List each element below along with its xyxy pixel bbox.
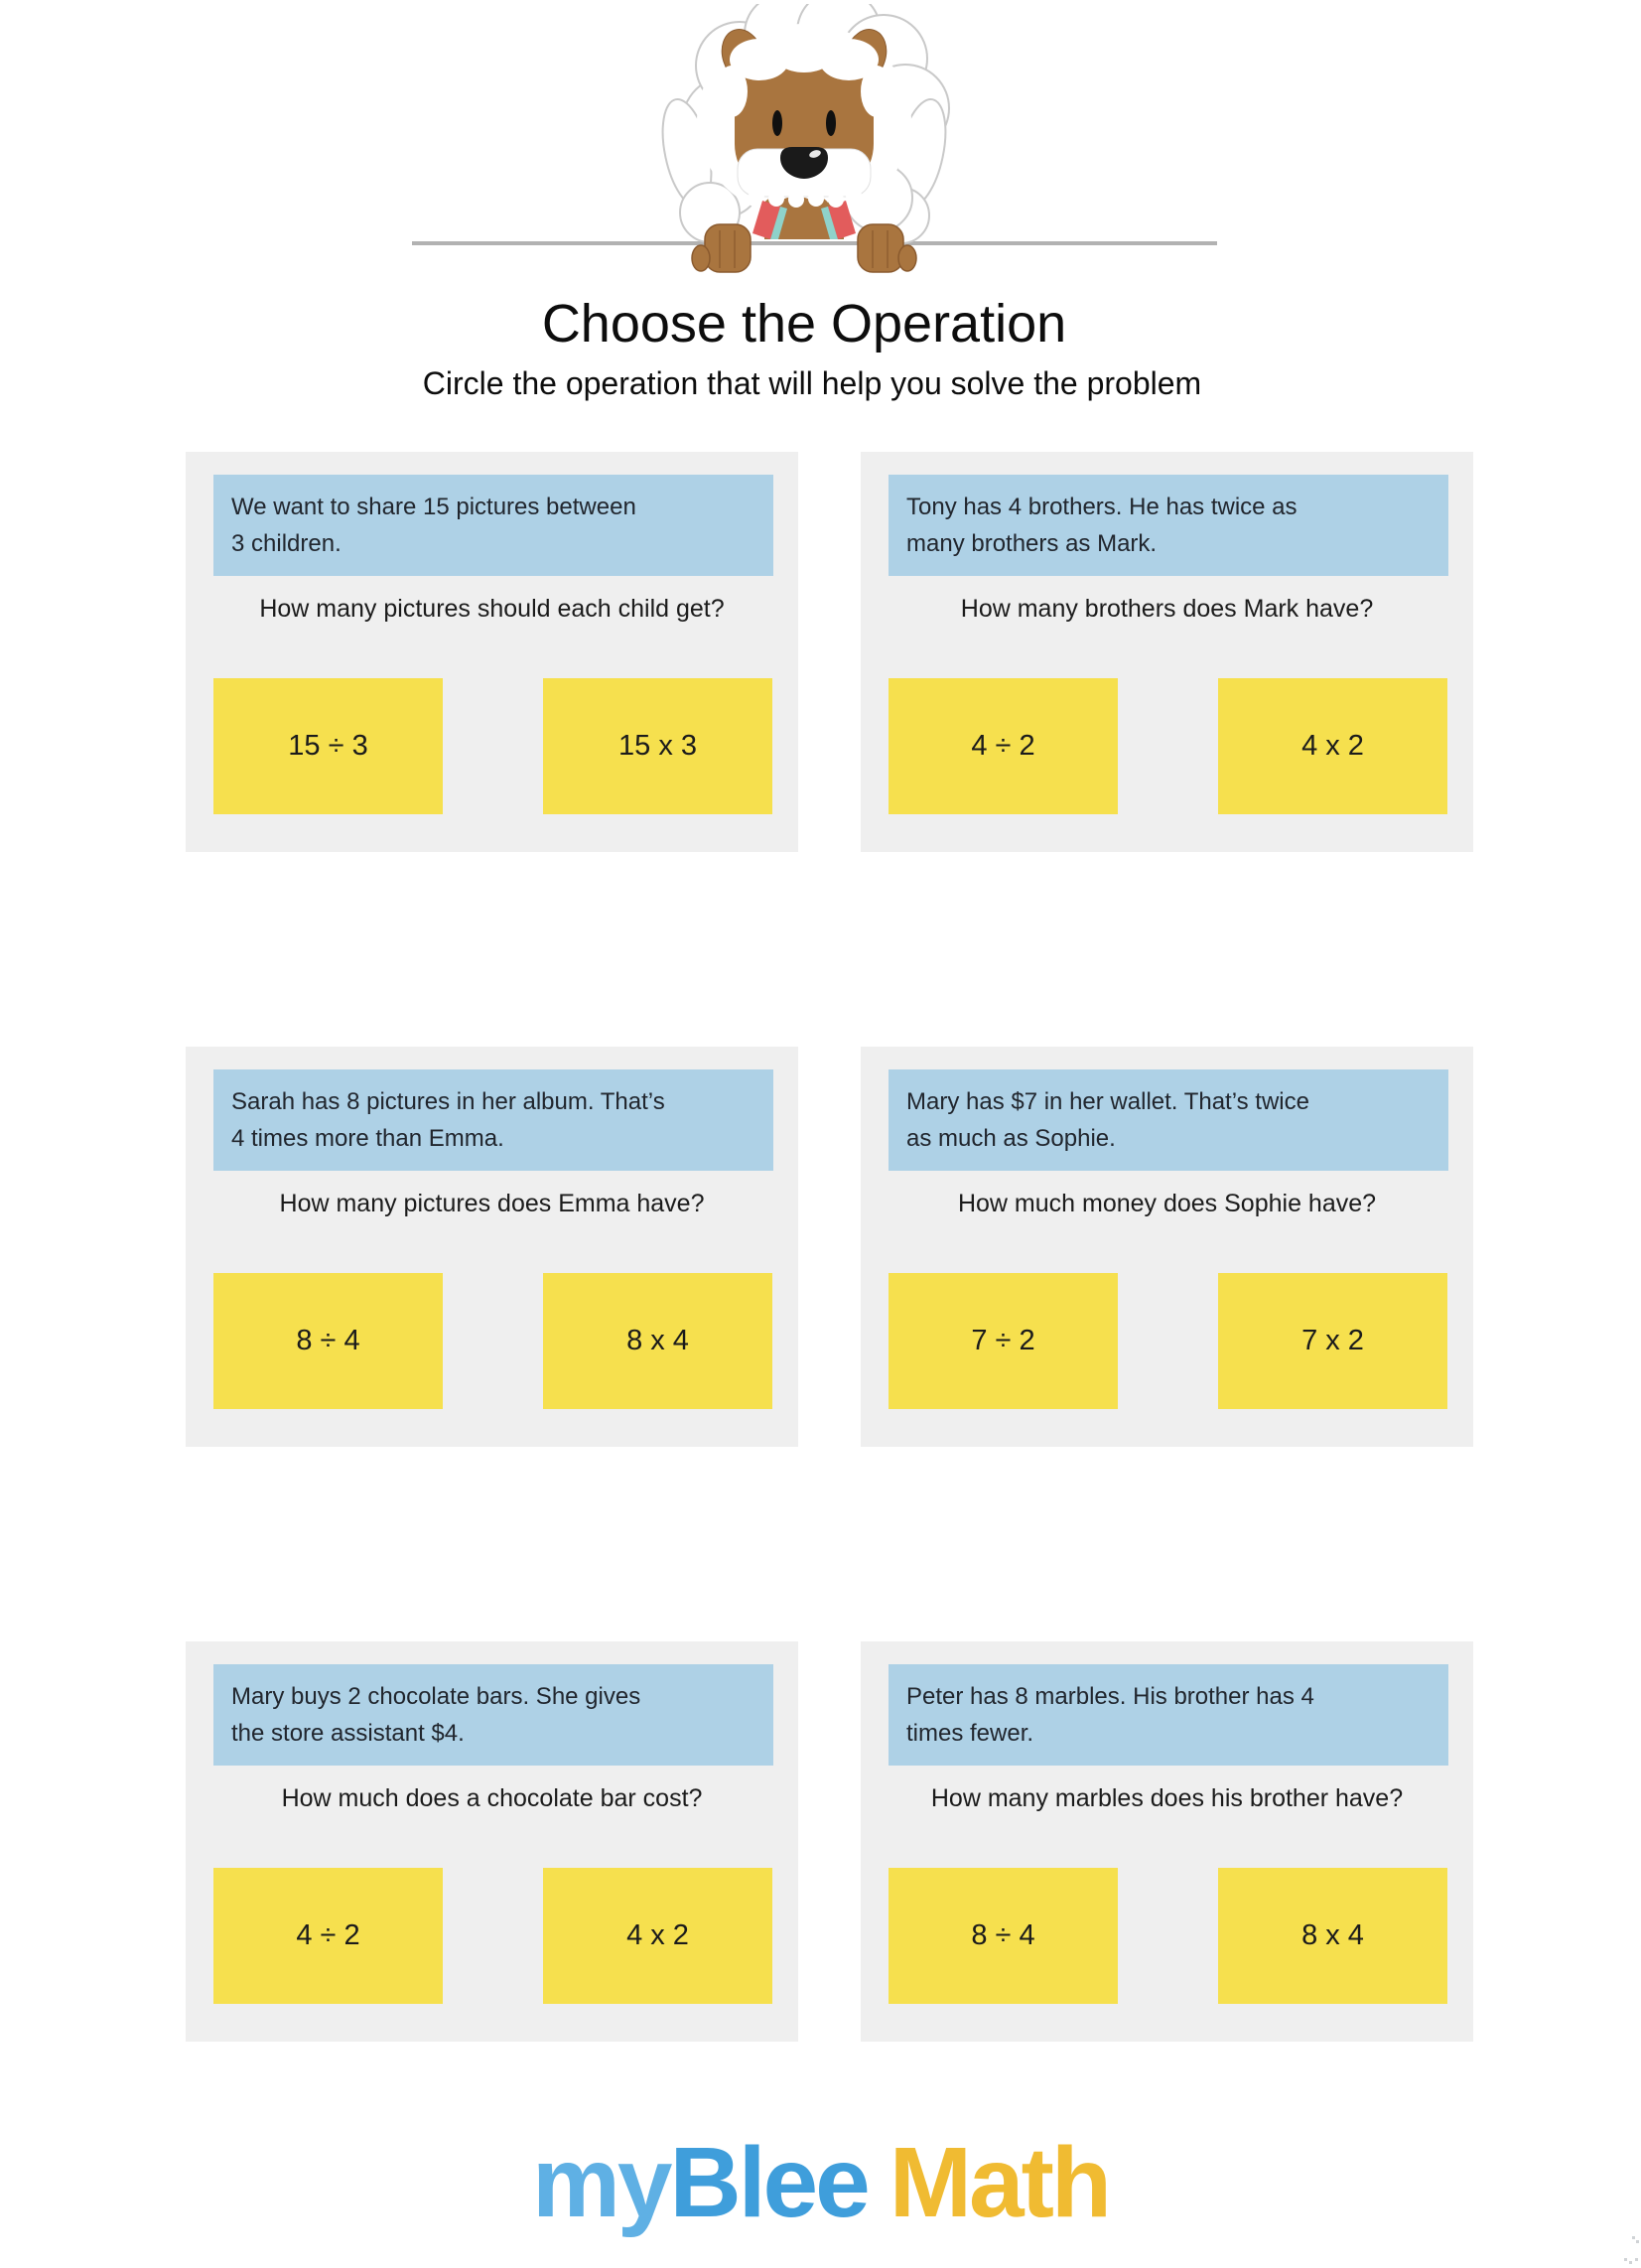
division-option-box[interactable]: 15 ÷ 3 bbox=[213, 678, 443, 814]
logo-part-my: my bbox=[531, 2127, 673, 2238]
division-option-box[interactable]: 4 ÷ 2 bbox=[213, 1868, 443, 2004]
logo-part-blee: Blee bbox=[669, 2127, 870, 2238]
division-option-box[interactable]: 8 ÷ 4 bbox=[213, 1273, 443, 1409]
page-title: Choose the Operation bbox=[541, 294, 1067, 354]
page-subtitle: Circle the operation that will help you … bbox=[422, 365, 1202, 401]
problem-question: How many marbles does his brother have? bbox=[930, 1784, 1404, 1812]
problem-statement: Peter has 8 marbles. His brother has 4 t… bbox=[889, 1664, 1448, 1766]
multiplication-option-box[interactable]: 4 x 2 bbox=[543, 1868, 772, 2004]
problem-card: We want to share 15 pictures between 3 c… bbox=[186, 452, 798, 852]
problem-question: How much does a chocolate bar cost? bbox=[281, 1784, 703, 1812]
problem-question: How much money does Sophie have? bbox=[957, 1190, 1377, 1217]
division-option-box[interactable]: 4 ÷ 2 bbox=[889, 678, 1118, 814]
problem-card-grid: We want to share 15 pictures between 3 c… bbox=[186, 452, 1473, 2042]
problem-statement: Mary buys 2 chocolate bars. She gives th… bbox=[213, 1664, 773, 1766]
einstein-dog-mascot-icon bbox=[661, 4, 950, 273]
multiplication-option-box[interactable]: 8 x 4 bbox=[1218, 1868, 1447, 2004]
problem-card: Mary has $7 in her wallet. That’s twice … bbox=[861, 1047, 1473, 1447]
header-divider-line bbox=[412, 241, 1217, 245]
problem-card: Tony has 4 brothers. He has twice as man… bbox=[861, 452, 1473, 852]
multiplication-option-box[interactable]: 8 x 4 bbox=[543, 1273, 772, 1409]
problem-statement: Mary has $7 in her wallet. That’s twice … bbox=[889, 1069, 1448, 1171]
problem-question: How many brothers does Mark have? bbox=[960, 595, 1374, 623]
division-option-box[interactable]: 7 ÷ 2 bbox=[889, 1273, 1118, 1409]
problem-card: Sarah has 8 pictures in her album. That’… bbox=[186, 1047, 798, 1447]
problem-question: How many pictures should each child get? bbox=[259, 595, 725, 623]
multiplication-option-box[interactable]: 15 x 3 bbox=[543, 678, 772, 814]
problem-card: Peter has 8 marbles. His brother has 4 t… bbox=[861, 1641, 1473, 2042]
problem-statement: Sarah has 8 pictures in her album. That’… bbox=[213, 1069, 773, 1171]
problem-card: Mary buys 2 chocolate bars. She gives th… bbox=[186, 1641, 798, 2042]
problem-statement: Tony has 4 brothers. He has twice as man… bbox=[889, 475, 1448, 576]
division-option-box[interactable]: 8 ÷ 4 bbox=[889, 1868, 1118, 2004]
problem-statement: We want to share 15 pictures between 3 c… bbox=[213, 475, 773, 576]
logo-part-math: Math bbox=[889, 2127, 1112, 2238]
myblee-math-logo: myBlee Math bbox=[0, 2133, 1641, 2232]
multiplication-option-box[interactable]: 4 x 2 bbox=[1218, 678, 1447, 814]
problem-question: How many pictures does Emma have? bbox=[279, 1190, 705, 1217]
corner-scan-artifact bbox=[1620, 2234, 1640, 2266]
multiplication-option-box[interactable]: 7 x 2 bbox=[1218, 1273, 1447, 1409]
